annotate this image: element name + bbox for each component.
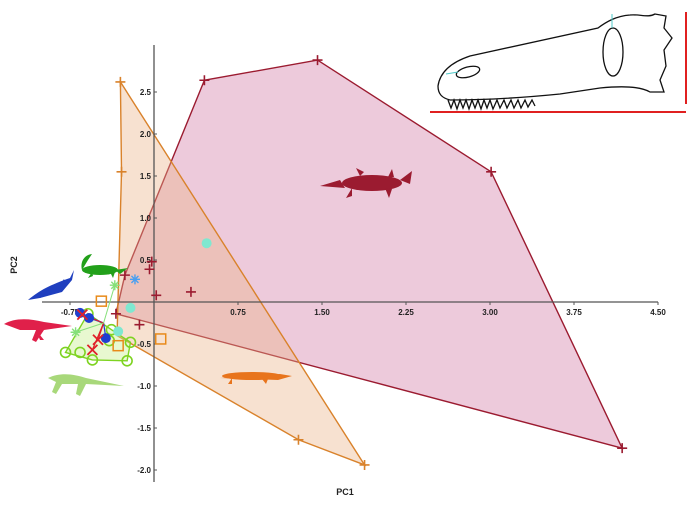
data-point-plus [151,290,162,301]
data-point-circle-open [86,354,99,366]
data-point-plus [486,166,497,177]
y-tick-label: -1.0 [137,382,151,391]
y-tick-label: 2.5 [140,88,152,97]
hull-group-1 [116,79,367,467]
crocodile-silhouette [320,168,412,198]
x-tick-label: 2.25 [398,308,414,317]
data-point-plus [185,286,196,297]
x-tick-label: 1.50 [314,308,330,317]
data-point-asterisk [70,327,81,338]
axes [42,45,658,482]
marine-reptile-silhouette [28,270,74,300]
data-point-x [76,308,88,321]
y-tick-label: 2.0 [140,130,152,139]
data-point-x [86,344,99,356]
y-tick-label: 1.5 [140,172,152,181]
data-point-plus [199,75,210,86]
data-point-circle-open [124,336,137,349]
x-tick-label: -0.75 [61,308,80,317]
data-point-asterisk [109,280,120,291]
x-tick-label: 3.00 [482,308,498,317]
x-tick-label: 3.75 [566,308,582,317]
data-point-circle [84,312,95,323]
y-axis-label: PC2 [9,256,19,274]
data-point-square-open [154,333,167,345]
data-point-plus [134,319,145,330]
data-point-plus [116,166,127,177]
data-point-x [92,334,104,346]
data-point-plus [115,76,126,87]
data-point-asterisk [129,274,140,285]
data-point-circle [113,326,124,337]
data-point-plus [146,256,157,267]
data-point-circle [201,238,212,249]
data-point-plus [110,308,121,319]
data-point-plus [119,270,130,281]
y-tick-label: -0.5 [137,340,151,349]
data-point-plus [144,264,155,275]
data-point-plus [617,443,628,454]
theropod-silhouette [4,319,72,342]
x-axis-label: PC1 [336,487,354,497]
y-tick-label: 0.5 [140,256,152,265]
data-point-circle-open [59,346,72,359]
data-point-plus [312,55,323,66]
connector-line [91,322,105,351]
data-point-square-open [112,339,124,352]
data-point-circle-open [74,346,86,359]
skull-landmark-line [445,71,459,75]
data-point-circle-open [121,354,133,367]
y-tick-label: 1.0 [140,214,152,223]
skull-outline-drawing [437,13,673,112]
convex-hulls [64,59,624,467]
lizard-silhouette [81,254,128,278]
data-point-plus [359,459,370,470]
y-tick-label: -1.5 [137,424,151,433]
data-points [59,55,628,470]
light-green-theropod-silhouette [48,374,124,396]
data-point-circle [125,302,136,313]
data-point-plus [293,434,304,445]
y-tick-label: -2.0 [137,466,151,475]
connector-line [103,285,116,324]
data-point-square-open [95,295,108,307]
connector-line [75,322,104,333]
tick-labels: -0.75 0.75 1.50 2.25 3.00 3.75 4.50 2.5 2.0 1.5 1.… [61,88,666,475]
x-tick-label: 4.50 [650,308,666,317]
orange-crocodylomorph-silhouette [220,372,292,384]
x-tick-label: 0.75 [230,308,246,317]
